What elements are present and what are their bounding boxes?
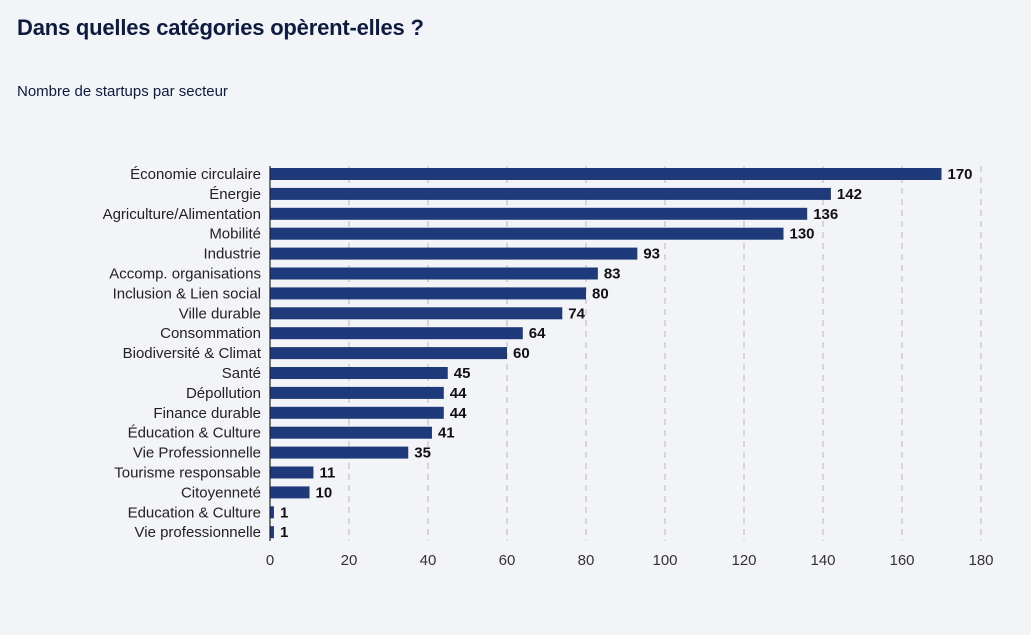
bar	[270, 307, 563, 320]
category-label: Énergie	[209, 186, 261, 203]
value-label: 136	[813, 206, 838, 223]
bar	[270, 426, 432, 439]
value-label: 60	[513, 345, 530, 362]
value-label: 130	[790, 226, 815, 243]
value-label: 35	[414, 445, 431, 462]
category-label: Citoyenneté	[181, 484, 261, 501]
category-label: Ville durable	[179, 305, 261, 322]
value-label: 44	[450, 385, 467, 402]
category-label: Tourisme responsable	[114, 465, 261, 482]
category-labels: Économie circulaire Énergie Agriculture/Al…	[103, 166, 262, 541]
category-label: Santé	[222, 365, 261, 382]
bar	[270, 227, 784, 240]
value-label: 74	[568, 305, 585, 322]
value-label: 45	[454, 365, 471, 382]
bar	[270, 486, 310, 499]
value-label: 80	[592, 285, 609, 302]
bars	[270, 168, 942, 539]
category-label: Finance durable	[153, 405, 261, 422]
bar	[270, 187, 831, 200]
bar	[270, 168, 942, 180]
bar	[270, 446, 409, 459]
bar	[270, 466, 314, 479]
bar	[270, 247, 638, 260]
category-label: Vie Professionnelle	[133, 445, 261, 462]
category-label: Education & Culture	[128, 504, 261, 521]
chart-subtitle: Nombre de startups par secteur	[17, 83, 228, 100]
value-label: 93	[643, 246, 660, 263]
x-tick-label: 0	[266, 552, 274, 569]
value-label: 64	[529, 325, 546, 342]
value-label: 10	[316, 484, 333, 501]
x-axis-ticks: 0 20 40 60 80 100 120 140 160 180	[266, 552, 994, 569]
bar	[270, 207, 808, 220]
category-label: Économie circulaire	[130, 166, 261, 183]
bar	[270, 526, 274, 539]
bar	[270, 406, 444, 419]
category-label: Consommation	[160, 325, 261, 342]
bar	[270, 327, 523, 340]
category-label: Industrie	[203, 246, 261, 263]
value-label: 41	[438, 425, 455, 442]
bar	[270, 367, 448, 379]
x-tick-label: 60	[499, 552, 516, 569]
value-label: 83	[604, 266, 621, 283]
bar	[270, 287, 586, 300]
value-label: 1	[280, 504, 288, 521]
category-label: Dépollution	[186, 385, 261, 402]
x-tick-label: 40	[420, 552, 437, 569]
value-label: 170	[948, 166, 973, 183]
bar	[270, 347, 507, 360]
x-tick-label: 180	[968, 552, 993, 569]
value-label: 142	[837, 186, 862, 203]
x-tick-label: 100	[652, 552, 677, 569]
x-tick-label: 120	[731, 552, 756, 569]
value-label: 1	[280, 524, 288, 541]
category-label: Agriculture/Alimentation	[103, 206, 261, 223]
value-label: 44	[450, 405, 467, 422]
category-label: Accomp. organisations	[109, 266, 261, 283]
x-tick-label: 160	[889, 552, 914, 569]
x-tick-label: 140	[810, 552, 835, 569]
x-tick-label: 20	[341, 552, 358, 569]
category-label: Mobilité	[209, 226, 261, 243]
page-title: Dans quelles catégories opèrent-elles ?	[17, 15, 424, 40]
category-label: Vie professionnelle	[135, 524, 261, 541]
x-tick-label: 80	[578, 552, 595, 569]
value-label: 11	[319, 465, 335, 482]
bar	[270, 267, 598, 280]
category-label: Inclusion & Lien social	[113, 285, 261, 302]
bar	[270, 506, 274, 519]
category-label: Éducation & Culture	[128, 425, 261, 442]
bar	[270, 386, 444, 399]
category-label: Biodiversité & Climat	[123, 345, 262, 362]
